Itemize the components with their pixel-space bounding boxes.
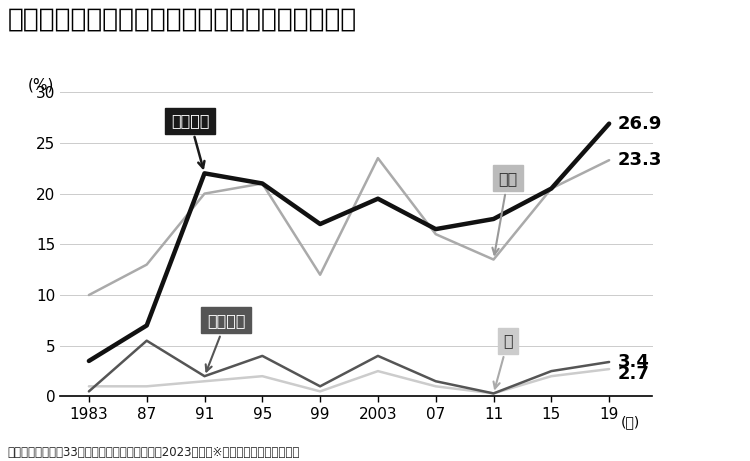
Text: 3.4: 3.4	[618, 353, 650, 371]
Text: 2.7: 2.7	[618, 365, 650, 383]
Text: 指定都市: 指定都市	[206, 313, 245, 372]
Text: 23.3: 23.3	[618, 151, 662, 169]
Text: 統一地方選における無投票当選者数の割合の推移: 統一地方選における無投票当選者数の割合の推移	[8, 7, 357, 33]
Text: 26.9: 26.9	[618, 115, 662, 133]
Text: 市: 市	[494, 333, 513, 389]
Text: (%): (%)	[28, 77, 54, 92]
Text: 出所：総務省「第33次地方制度調査会」資料（2023年）　※市は東京都特別区を除く: 出所：総務省「第33次地方制度調査会」資料（2023年） ※市は東京都特別区を除…	[8, 446, 300, 459]
Text: 町村: 町村	[493, 171, 517, 254]
Text: 都道府県: 都道府県	[171, 113, 209, 168]
Text: (年): (年)	[621, 415, 640, 429]
